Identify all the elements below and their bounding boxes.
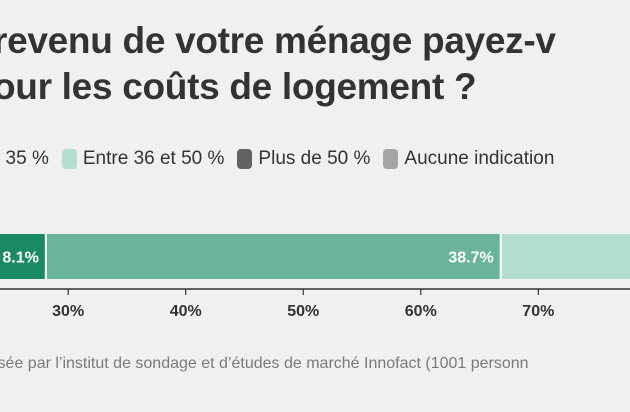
legend-label-up-to-35: : 35 % — [0, 148, 49, 169]
legend-swatch-over-50 — [237, 149, 253, 169]
title-line-1: revenu de votre ménage payez-v — [0, 20, 556, 61]
legend-label-36-to-50: Entre 36 et 50 % — [82, 148, 225, 169]
legend-item-36-to-50: Entre 36 et 50 % — [61, 148, 225, 170]
bar-segment-1 — [45, 234, 501, 279]
x-tick-label-70: 70% — [522, 303, 554, 320]
legend: : 35 % Entre 36 et 50 % Plus de 50 % Auc… — [0, 148, 567, 170]
segment-label-1: 38.7% — [448, 250, 493, 267]
title-line-2: our les coûts de logement ? — [0, 66, 477, 107]
legend-item-over-50: Plus de 50 % — [237, 148, 370, 170]
x-tick-label-50: 50% — [287, 303, 319, 320]
bar-segment-0 — [0, 234, 46, 279]
legend-swatch-no-answer — [383, 149, 399, 169]
source-note: isée par l’institut de sondage et d’étud… — [0, 355, 529, 372]
legend-swatch-36-to-50 — [61, 149, 77, 169]
segment-label-0: 8.1% — [2, 250, 38, 267]
legend-item-up-to-35: : 35 % — [0, 148, 49, 170]
legend-item-no-answer: Aucune indication — [383, 148, 554, 170]
legend-label-over-50: Plus de 50 % — [258, 148, 371, 169]
bar-segment-2 — [500, 234, 630, 279]
legend-label-no-answer: Aucune indication — [404, 148, 555, 169]
x-tick-label-30: 30% — [52, 303, 84, 320]
x-tick-label-60: 60% — [405, 303, 437, 320]
chart-title: revenu de votre ménage payez-v our les c… — [0, 18, 556, 110]
x-tick-label-40: 40% — [170, 303, 202, 320]
